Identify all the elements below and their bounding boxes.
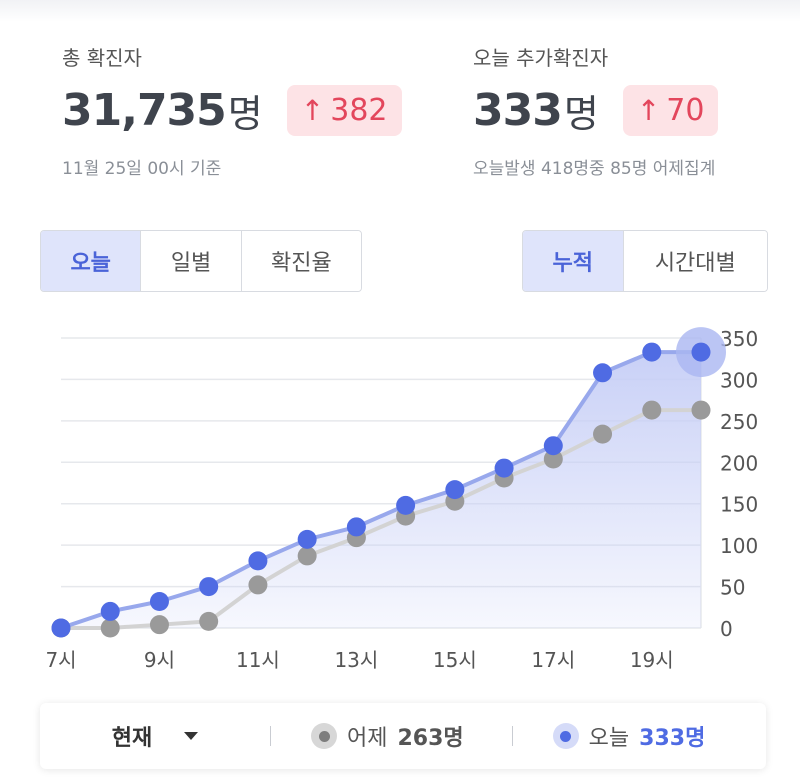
x-tick-label: 15시 bbox=[433, 648, 477, 672]
today-point bbox=[445, 480, 465, 500]
today-cases-card: 오늘 추가확진자 333 명 ↑ 70 오늘발생 418명중 85명 어제집계 bbox=[473, 42, 719, 179]
time-selector-value: 현재 bbox=[111, 726, 153, 751]
x-tick-label: 7시 bbox=[45, 648, 76, 672]
total-cases-value: 31,735 bbox=[62, 85, 227, 136]
y-tick-label: 350 bbox=[720, 327, 758, 351]
x-tick-label: 17시 bbox=[531, 648, 575, 672]
yesterday-dot-icon bbox=[311, 723, 337, 749]
y-tick-label: 200 bbox=[720, 451, 758, 475]
divider bbox=[270, 726, 271, 746]
tab-hourly[interactable]: 시간대별 bbox=[623, 231, 767, 291]
today-point bbox=[248, 551, 268, 571]
today-point bbox=[642, 342, 662, 362]
y-tick-label: 0 bbox=[720, 617, 733, 641]
yesterday-point bbox=[691, 400, 711, 420]
today-cases-delta: 70 bbox=[666, 93, 705, 128]
y-tick-label: 150 bbox=[720, 493, 758, 517]
legend-yesterday: 어제 263명 bbox=[311, 720, 464, 752]
legend-yesterday-value: 263명 bbox=[397, 726, 464, 751]
yesterday-point bbox=[297, 546, 317, 566]
today-area-fill bbox=[61, 352, 701, 628]
time-selector[interactable]: 현재 bbox=[40, 720, 270, 752]
today-point bbox=[691, 342, 711, 362]
yesterday-point bbox=[642, 400, 662, 420]
today-point bbox=[149, 591, 169, 611]
x-tick-label: 9시 bbox=[144, 648, 175, 672]
yesterday-point bbox=[593, 424, 613, 444]
today-dot-icon bbox=[552, 723, 579, 749]
top-shadow bbox=[0, 0, 800, 22]
y-tick-label: 300 bbox=[720, 368, 758, 392]
yesterday-point bbox=[199, 611, 219, 631]
today-cases-unit: 명 bbox=[563, 92, 599, 136]
today-point bbox=[51, 618, 71, 638]
total-cases-label: 총 확진자 bbox=[62, 46, 142, 70]
today-point bbox=[346, 517, 366, 537]
tab-positive-rate[interactable]: 확진율 bbox=[241, 231, 361, 291]
legend-today-label: 오늘 bbox=[588, 726, 630, 751]
total-cases-card: 총 확진자 31,735 명 ↑ 382 11월 25일 00시 기준 bbox=[62, 42, 402, 179]
mode-tab-group: 누적 시간대별 bbox=[522, 230, 768, 292]
x-tick-label: 13시 bbox=[334, 648, 378, 672]
today-point bbox=[494, 458, 514, 478]
legend-yesterday-label: 어제 bbox=[347, 726, 388, 751]
tab-today[interactable]: 오늘 bbox=[41, 231, 142, 291]
legend-bar: 현재 어제 263명 오늘 333명 bbox=[40, 703, 766, 769]
arrow-up-icon: ↑ bbox=[300, 94, 325, 127]
y-tick-label: 100 bbox=[720, 534, 758, 558]
yesterday-point bbox=[543, 449, 563, 469]
y-tick-label: 250 bbox=[720, 410, 758, 434]
cumulative-cases-chart: 0 50 100 150 200 250 300 350 7시 9시 11시 13시 15시 17시 19시 bbox=[45, 327, 758, 672]
today-point bbox=[199, 577, 219, 597]
today-point bbox=[297, 529, 317, 549]
y-tick-label: 50 bbox=[720, 576, 745, 600]
total-cases-delta: 382 bbox=[330, 93, 388, 128]
total-cases-unit: 명 bbox=[227, 92, 263, 136]
today-cases-value: 333 bbox=[473, 85, 563, 136]
yesterday-point bbox=[100, 618, 120, 638]
yesterday-point bbox=[149, 615, 169, 635]
today-cases-note: 오늘발생 418명중 85명 어제집계 bbox=[473, 159, 716, 179]
period-tab-group: 오늘 일별 확진율 bbox=[40, 230, 362, 292]
today-point bbox=[543, 436, 563, 456]
tab-daily[interactable]: 일별 bbox=[141, 231, 242, 291]
x-tick-label: 11시 bbox=[236, 648, 280, 672]
today-cases-delta-badge: ↑ 70 bbox=[622, 85, 719, 136]
today-point bbox=[396, 495, 416, 515]
total-cases-note: 11월 25일 00시 기준 bbox=[62, 159, 222, 179]
today-point bbox=[593, 363, 613, 383]
x-tick-label: 19시 bbox=[630, 648, 674, 672]
today-point bbox=[100, 601, 120, 621]
today-cases-label: 오늘 추가확진자 bbox=[473, 46, 609, 70]
arrow-up-icon: ↑ bbox=[636, 94, 661, 127]
caret-down-icon bbox=[184, 732, 199, 740]
divider bbox=[511, 726, 513, 746]
total-cases-delta-badge: ↑ 382 bbox=[286, 85, 402, 136]
tab-cumulative[interactable]: 누적 bbox=[523, 231, 624, 291]
yesterday-point bbox=[248, 575, 268, 595]
legend-today: 오늘 333명 bbox=[552, 720, 706, 752]
legend-today-value: 333명 bbox=[639, 726, 706, 751]
